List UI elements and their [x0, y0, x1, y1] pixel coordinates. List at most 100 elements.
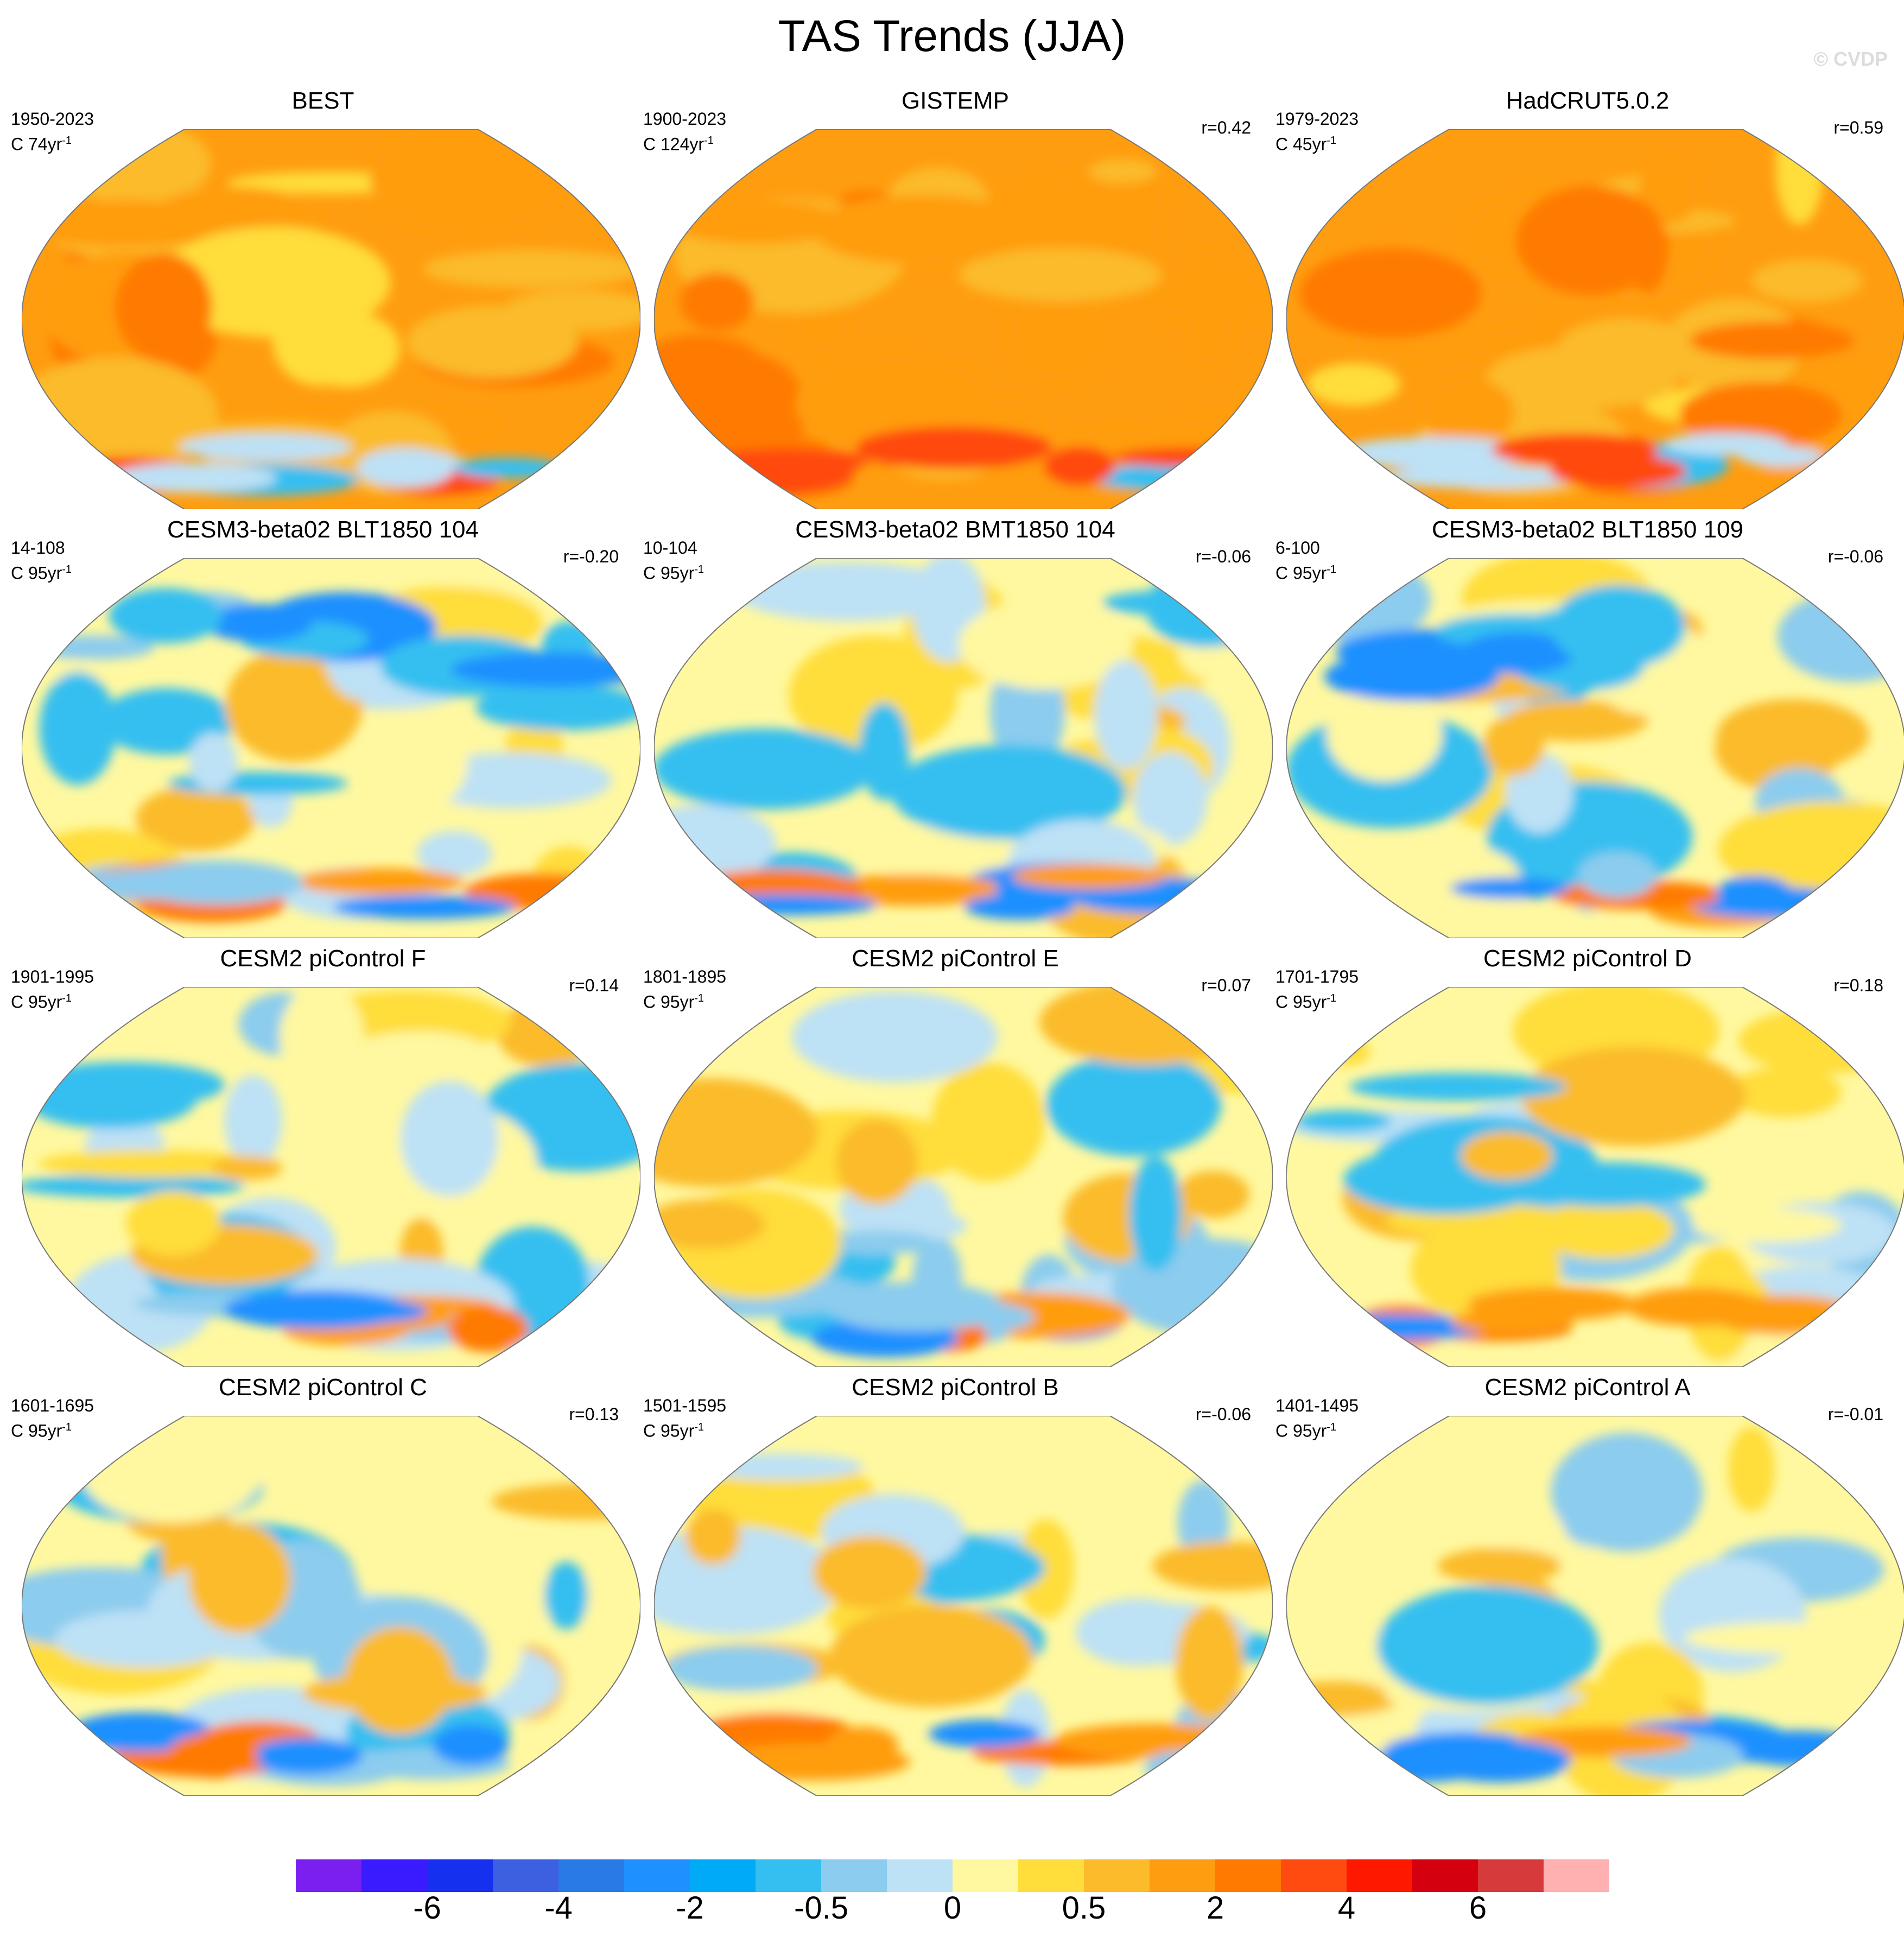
map-panel: CESM2 piControl D 1701-1795 C 95yr-1 r=0.18: [1275, 945, 1904, 1374]
trend-region: [224, 1074, 283, 1166]
map-outline: [1286, 987, 1904, 1367]
panel-title: CESM2 piControl D: [1483, 945, 1692, 972]
trend-region: [1483, 714, 1545, 776]
panel-correlation: r=0.59: [1833, 118, 1883, 137]
trend-region: [454, 458, 562, 479]
map-outline: [654, 987, 1273, 1367]
trend-region: [1450, 877, 1569, 900]
colorbar-tick-label: -6: [413, 1890, 441, 1926]
trend-region: [959, 248, 1162, 302]
map-panel: HadCRUT5.0.2 1979-2023 C 45yr-1 r=0.59: [1275, 87, 1904, 516]
trend-region: [1684, 1622, 1898, 1654]
trend-region: [225, 648, 363, 763]
panel-units: C 45yr-1: [1275, 134, 1337, 154]
trend-region: [654, 1199, 765, 1249]
map-outline: [22, 1416, 640, 1796]
trend-region: [1422, 378, 1515, 447]
trend-region: [373, 1539, 516, 1582]
panel-years: 6-100: [1275, 538, 1320, 558]
colorbar-box: [887, 1859, 953, 1892]
trend-region: [813, 1535, 926, 1609]
panel-years: 1900-2023: [643, 109, 727, 129]
trend-region: [694, 894, 877, 915]
colorbar-tick-label: -4: [544, 1890, 573, 1926]
trend-region: [333, 895, 516, 920]
trend-region: [929, 1719, 1040, 1748]
map-panel: CESM2 piControl E 1801-1895 C 95yr-1 r=0.07: [643, 945, 1273, 1374]
trend-region: [447, 1306, 529, 1352]
panel-years: 1601-1695: [11, 1396, 94, 1415]
trend-region: [126, 1191, 221, 1256]
trend-region: [357, 448, 454, 488]
panel-units: C 95yr-1: [643, 1421, 705, 1441]
robinson-map: [22, 1416, 640, 1796]
trend-region: [685, 1509, 741, 1565]
panel-units: C 74yr-1: [11, 134, 72, 154]
trend-region: [1521, 1046, 1746, 1147]
trend-region: [1459, 632, 1576, 674]
trend-region: [90, 867, 246, 900]
trend-region: [1437, 1548, 1562, 1584]
robinson-map: [22, 129, 640, 509]
robinson-map: [654, 987, 1273, 1367]
trend-region: [1129, 1156, 1182, 1271]
trend-region: [55, 1610, 234, 1668]
panel-correlation: r=0.13: [569, 1404, 619, 1424]
panel-years: 1401-1495: [1275, 1396, 1359, 1415]
robinson-map: [654, 1416, 1273, 1796]
colorbar-tick-label: 4: [1337, 1890, 1356, 1926]
trend-region: [407, 305, 578, 378]
trend-region: [296, 868, 465, 895]
map-panel: CESM2 piControl C 1601-1695 C 95yr-1 r=0.13: [11, 1374, 640, 1802]
colorbar-box: [1347, 1859, 1412, 1892]
trend-region: [38, 1150, 266, 1179]
trend-region: [859, 702, 910, 801]
panel-correlation: r=0.07: [1201, 976, 1251, 995]
map-outline: [22, 558, 640, 938]
panel-correlation: r=0.18: [1833, 976, 1883, 995]
trend-region: [211, 1155, 283, 1180]
trend-region: [1709, 1295, 1858, 1335]
colorbar-tick-label: 0: [943, 1890, 962, 1926]
panel-years: 1501-1595: [643, 1396, 727, 1415]
panel-units: C 95yr-1: [11, 992, 72, 1012]
trend-region: [663, 1645, 818, 1692]
panel-title: CESM2 piControl F: [220, 945, 426, 972]
panel-title: CESM2 piControl C: [219, 1374, 427, 1401]
colorbar-tick-label: -2: [676, 1890, 704, 1926]
panel-units: C 95yr-1: [11, 1421, 72, 1441]
trend-region: [1349, 1072, 1566, 1102]
trend-region: [822, 1230, 937, 1255]
trend-region: [1717, 699, 1869, 770]
robinson-map: [22, 558, 640, 938]
trend-region: [1324, 1037, 1370, 1066]
panel-correlation: r=0.42: [1201, 118, 1251, 137]
trend-region: [689, 1692, 837, 1719]
panel-correlation: r=-0.06: [1195, 1404, 1251, 1424]
map-panel: CESM2 piControl F 1901-1995 C 95yr-1 r=0.14: [11, 945, 640, 1374]
panel-units: C 95yr-1: [1275, 992, 1337, 1012]
trend-region: [817, 874, 1007, 906]
trend-region: [109, 463, 277, 493]
trend-region: [658, 454, 854, 496]
colorbar-box: [1215, 1859, 1281, 1892]
trend-region: [544, 1561, 588, 1630]
trend-region: [1043, 446, 1115, 486]
trend-region: [1716, 875, 1793, 912]
robinson-map: [1286, 129, 1904, 509]
map-outline: [22, 987, 640, 1367]
colorbar-tick-label: 6: [1469, 1890, 1487, 1926]
panel-title: BEST: [291, 87, 354, 114]
trend-region: [1508, 1162, 1706, 1207]
trend-region: [360, 714, 468, 812]
map-panel: CESM3-beta02 BLT1850 109 6-100 C 95yr-1 r=-…: [1275, 516, 1904, 945]
trend-region: [497, 1000, 597, 1067]
panel-units: C 95yr-1: [1275, 1421, 1337, 1441]
map-panel: CESM3-beta02 BLT1850 104 14-108 C 95yr-1 r=…: [11, 516, 640, 945]
trend-region: [109, 588, 223, 644]
colorbar-box: [953, 1859, 1018, 1892]
colorbar-box: [1544, 1859, 1609, 1892]
trend-region: [450, 651, 640, 687]
colorbar-box: [756, 1859, 821, 1892]
trend-region: [1383, 466, 1582, 489]
